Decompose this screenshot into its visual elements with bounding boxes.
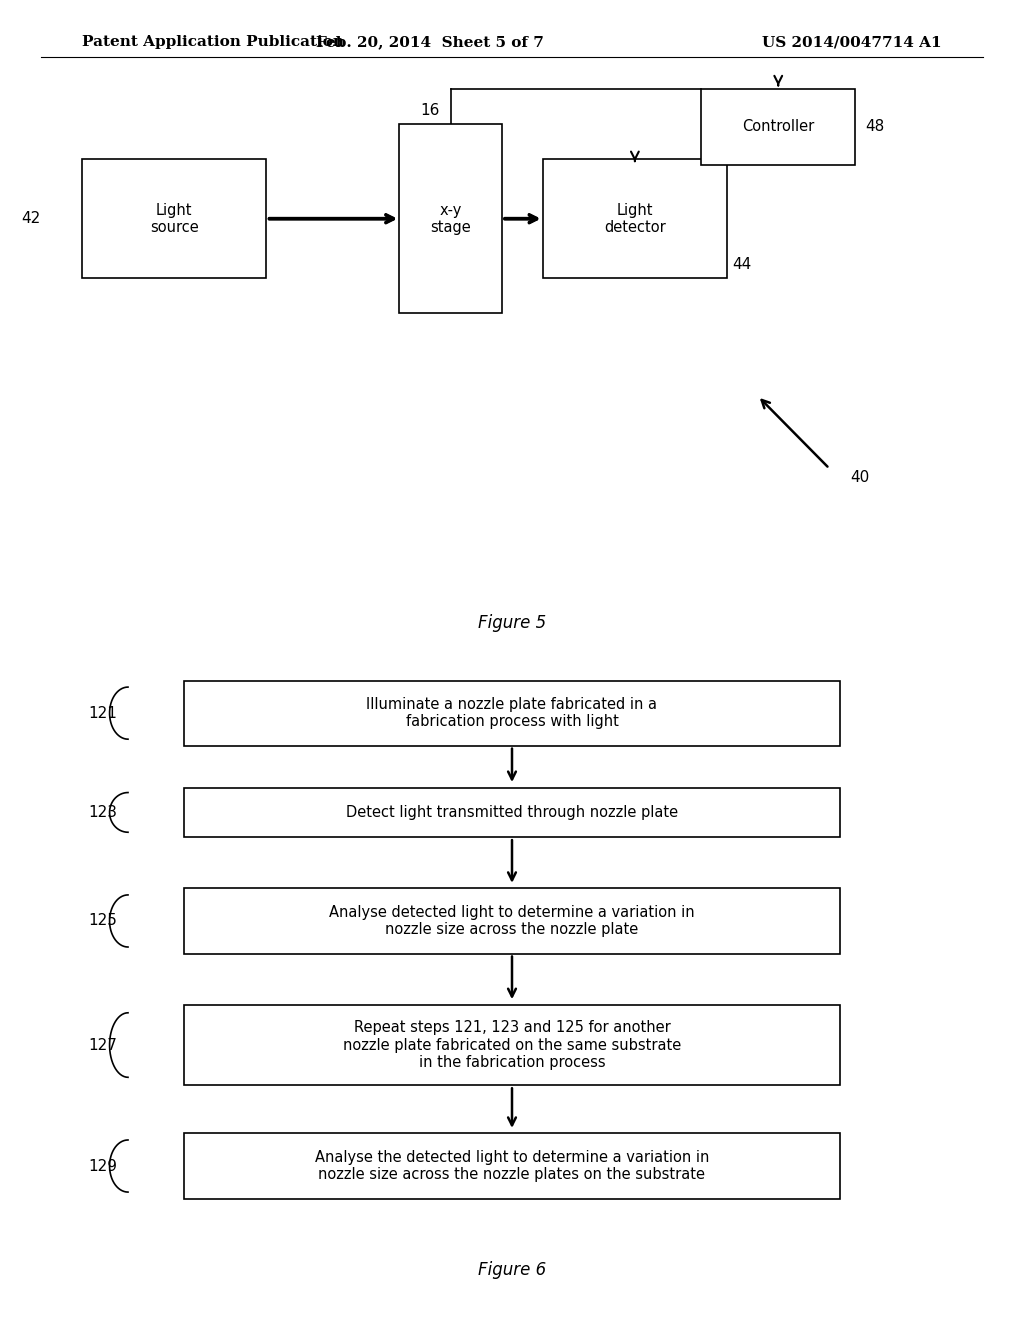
Text: 129: 129	[88, 1159, 117, 1173]
Text: 123: 123	[88, 805, 117, 820]
Text: 44: 44	[732, 256, 752, 272]
FancyBboxPatch shape	[82, 160, 266, 279]
Text: Figure 6: Figure 6	[478, 1261, 546, 1279]
FancyBboxPatch shape	[184, 1134, 840, 1199]
Text: 48: 48	[865, 119, 885, 135]
Text: x-y
stage: x-y stage	[430, 202, 471, 235]
Text: Repeat steps 121, 123 and 125 for another
nozzle plate fabricated on the same su: Repeat steps 121, 123 and 125 for anothe…	[343, 1020, 681, 1071]
Text: Figure 5: Figure 5	[478, 614, 546, 632]
Text: US 2014/0047714 A1: US 2014/0047714 A1	[763, 36, 942, 49]
Text: Illuminate a nozzle plate fabricated in a
fabrication process with light: Illuminate a nozzle plate fabricated in …	[367, 697, 657, 730]
Text: Controller: Controller	[742, 119, 814, 135]
FancyBboxPatch shape	[184, 1005, 840, 1085]
Text: 121: 121	[88, 706, 117, 721]
FancyBboxPatch shape	[184, 681, 840, 746]
FancyBboxPatch shape	[184, 788, 840, 837]
Text: 125: 125	[88, 913, 117, 928]
Text: 16: 16	[420, 103, 439, 119]
Text: Feb. 20, 2014  Sheet 5 of 7: Feb. 20, 2014 Sheet 5 of 7	[316, 36, 544, 49]
FancyBboxPatch shape	[701, 88, 855, 165]
Text: 42: 42	[22, 211, 41, 226]
Text: 40: 40	[850, 470, 869, 486]
FancyBboxPatch shape	[184, 888, 840, 953]
Text: Light
detector: Light detector	[604, 202, 666, 235]
FancyBboxPatch shape	[399, 124, 502, 313]
Text: Detect light transmitted through nozzle plate: Detect light transmitted through nozzle …	[346, 805, 678, 820]
Text: 127: 127	[88, 1038, 117, 1052]
FancyBboxPatch shape	[543, 160, 727, 279]
Text: Analyse the detected light to determine a variation in
nozzle size across the no: Analyse the detected light to determine …	[314, 1150, 710, 1183]
Text: Patent Application Publication: Patent Application Publication	[82, 36, 344, 49]
Text: Light
source: Light source	[150, 202, 199, 235]
Text: Analyse detected light to determine a variation in
nozzle size across the nozzle: Analyse detected light to determine a va…	[329, 904, 695, 937]
